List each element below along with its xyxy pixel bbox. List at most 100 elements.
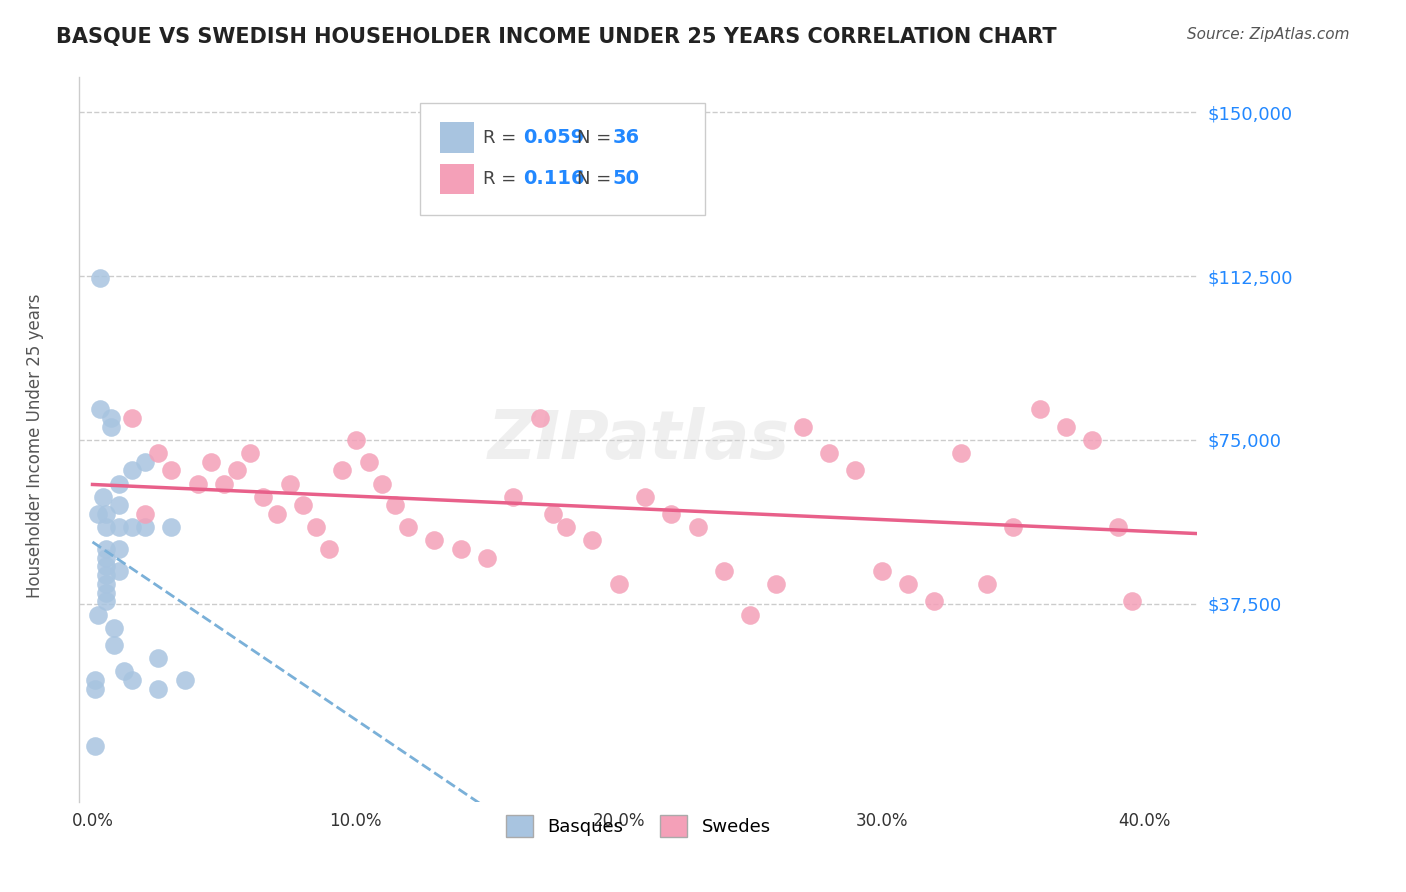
Point xyxy=(502,490,524,504)
Point xyxy=(84,673,107,687)
Point xyxy=(357,455,380,469)
Point xyxy=(713,564,735,578)
Point xyxy=(160,520,183,534)
Point xyxy=(87,607,110,622)
Point xyxy=(634,490,657,504)
Point xyxy=(371,476,394,491)
Point xyxy=(239,446,262,460)
Point xyxy=(84,681,107,696)
Text: R =: R = xyxy=(482,169,527,188)
Point xyxy=(94,507,117,521)
Point xyxy=(100,419,122,434)
Text: R =: R = xyxy=(482,128,522,146)
Point xyxy=(897,577,920,591)
Point xyxy=(1028,402,1050,417)
Point xyxy=(212,476,235,491)
Point xyxy=(1121,594,1143,608)
Point xyxy=(108,520,131,534)
Point xyxy=(305,520,328,534)
Point xyxy=(121,411,143,425)
Point xyxy=(844,463,866,477)
Point xyxy=(84,739,107,753)
Point xyxy=(134,455,156,469)
Point xyxy=(100,411,122,425)
Point xyxy=(870,564,893,578)
Point xyxy=(148,681,170,696)
Point xyxy=(541,507,564,521)
Point xyxy=(187,476,209,491)
Point xyxy=(607,577,630,591)
Point xyxy=(266,507,288,521)
Point xyxy=(226,463,249,477)
FancyBboxPatch shape xyxy=(420,103,706,215)
Text: 50: 50 xyxy=(613,169,640,188)
Point xyxy=(344,433,367,447)
Point xyxy=(450,541,472,556)
Legend: Basques, Swedes: Basques, Swedes xyxy=(499,807,778,844)
Point xyxy=(94,520,117,534)
Point xyxy=(1107,520,1129,534)
Point xyxy=(148,446,170,460)
Text: Source: ZipAtlas.com: Source: ZipAtlas.com xyxy=(1187,27,1350,42)
Point xyxy=(1081,433,1104,447)
Point xyxy=(384,499,406,513)
Text: 0.059: 0.059 xyxy=(523,128,585,147)
Point xyxy=(475,550,498,565)
Point xyxy=(423,533,446,548)
Point xyxy=(659,507,682,521)
Text: Householder Income Under 25 years: Householder Income Under 25 years xyxy=(27,293,44,599)
Point xyxy=(278,476,301,491)
Point xyxy=(89,271,111,285)
Text: ZIPatlas: ZIPatlas xyxy=(488,407,789,473)
Point xyxy=(686,520,709,534)
Point xyxy=(89,402,111,417)
Point xyxy=(291,499,314,513)
Point xyxy=(765,577,787,591)
Point xyxy=(976,577,998,591)
Point xyxy=(94,594,117,608)
Point xyxy=(792,419,814,434)
Point xyxy=(818,446,841,460)
Point xyxy=(949,446,972,460)
Point xyxy=(1002,520,1025,534)
Point xyxy=(121,463,143,477)
Point xyxy=(94,550,117,565)
Point xyxy=(108,476,131,491)
Point xyxy=(332,463,354,477)
Point xyxy=(134,520,156,534)
FancyBboxPatch shape xyxy=(440,122,474,153)
Text: BASQUE VS SWEDISH HOUSEHOLDER INCOME UNDER 25 YEARS CORRELATION CHART: BASQUE VS SWEDISH HOUSEHOLDER INCOME UND… xyxy=(56,27,1057,46)
Point xyxy=(108,564,131,578)
Point xyxy=(581,533,603,548)
Point xyxy=(108,541,131,556)
Text: 36: 36 xyxy=(613,128,640,147)
Point xyxy=(200,455,222,469)
Point xyxy=(924,594,946,608)
Point xyxy=(121,520,143,534)
Point xyxy=(94,585,117,599)
Point xyxy=(529,411,551,425)
Point xyxy=(94,541,117,556)
Text: 0.116: 0.116 xyxy=(523,169,585,188)
Point xyxy=(121,673,143,687)
Point xyxy=(94,559,117,574)
Point xyxy=(160,463,183,477)
Point xyxy=(740,607,762,622)
Point xyxy=(252,490,274,504)
Point xyxy=(1054,419,1077,434)
Point xyxy=(94,577,117,591)
Point xyxy=(555,520,578,534)
Point xyxy=(103,621,125,635)
Point xyxy=(148,651,170,665)
FancyBboxPatch shape xyxy=(440,164,474,194)
Point xyxy=(91,490,114,504)
Point xyxy=(134,507,156,521)
Point xyxy=(112,665,135,679)
Text: N =: N = xyxy=(576,169,617,188)
Point xyxy=(108,499,131,513)
Point xyxy=(87,507,110,521)
Point xyxy=(103,638,125,652)
Point xyxy=(318,541,340,556)
Point xyxy=(396,520,419,534)
Text: N =: N = xyxy=(576,128,617,146)
